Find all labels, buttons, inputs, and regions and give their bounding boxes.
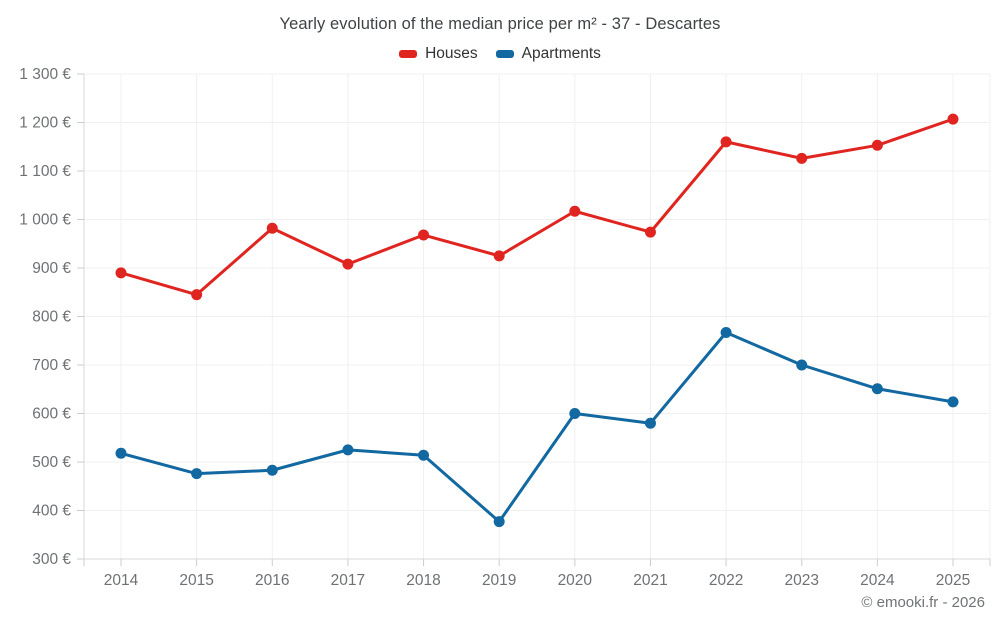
legend-label-houses: Houses [425, 45, 478, 62]
data-point-houses-2019[interactable]: 2019 — Houses: 925 € [493, 250, 505, 262]
axis-ticks [77, 73, 991, 566]
y-axis-tick-label: 1 200 € [19, 115, 71, 132]
data-point-apartments-2015[interactable]: 2015 — Apartments: 476 € [191, 468, 203, 480]
data-point-houses-2018[interactable]: 2018 — Houses: 968 € [418, 229, 430, 241]
chart-legend: Houses Apartments [0, 45, 1000, 63]
data-point-apartments-2016[interactable]: 2016 — Apartments: 483 € [266, 464, 278, 476]
x-axis-tick-label: 2018 [406, 572, 440, 589]
data-point-houses-2023[interactable]: 2023 — Houses: 1126 € [796, 152, 808, 164]
data-point-apartments-2025[interactable]: 2025 — Apartments: 624 € [947, 396, 959, 408]
y-axis-tick-label: 800 € [32, 309, 71, 326]
series-line-apartments [119, 331, 955, 524]
x-axis-tick-label: 2014 [104, 572, 139, 589]
data-point-apartments-2019[interactable]: 2019 — Apartments: 377 € [493, 516, 505, 528]
y-axis-tick-label: 400 € [32, 503, 71, 520]
x-axis-tick-label: 2023 [784, 572, 818, 589]
axis-labels: 300 € 400 € 500 € 600 € 700 € 800 € 900 € 1 000… [19, 66, 970, 589]
legend-item-apartments[interactable]: Apartments [495, 45, 601, 63]
x-axis-tick-label: 2015 [179, 572, 213, 589]
data-point-apartments-2022[interactable]: 2022 — Apartments: 767 € [720, 327, 732, 339]
data-point-houses-2014[interactable]: 2014 — Houses: 890 € [115, 267, 127, 279]
data-point-apartments-2018[interactable]: 2018 — Apartments: 514 € [418, 449, 430, 461]
x-axis-tick-label: 2017 [331, 572, 365, 589]
data-point-houses-2024[interactable]: 2024 — Houses: 1153 € [871, 139, 883, 151]
chart-title: Yearly evolution of the median price per… [279, 15, 721, 33]
footer-credit: © emooki.fr - 2026 [861, 594, 985, 611]
data-point-houses-2025[interactable]: 2025 — Houses: 1207 € [947, 113, 959, 125]
x-axis-tick-label: 2016 [255, 572, 289, 589]
legend-item-houses[interactable]: Houses [399, 45, 478, 63]
data-point-houses-2021[interactable]: 2021 — Houses: 974 € [644, 226, 656, 238]
x-axis-tick-label: 2025 [936, 572, 970, 589]
data-point-houses-2015[interactable]: 2015 — Houses: 845 € [191, 289, 203, 301]
y-axis-tick-label: 900 € [32, 260, 71, 277]
x-axis-tick-label: 2024 [860, 572, 895, 589]
data-point-houses-2020[interactable]: 2020 — Houses: 1017 € [569, 205, 581, 217]
data-point-apartments-2017[interactable]: 2017 — Apartments: 525 € [342, 444, 354, 456]
data-point-apartments-2020[interactable]: 2020 — Apartments: 600 € [569, 408, 581, 419]
legend-swatch-apartments [495, 50, 514, 58]
y-axis-tick-label: 500 € [32, 454, 71, 471]
data-point-houses-2022[interactable]: 2022 — Houses: 1160 € [720, 136, 732, 148]
x-axis-tick-label: 2019 [482, 572, 516, 589]
legend-swatch-houses [399, 50, 418, 58]
x-axis-tick-label: 2021 [633, 572, 667, 589]
gridlines [84, 73, 991, 559]
data-point-apartments-2014[interactable]: 2014 — Apartments: 518 € [115, 447, 127, 459]
legend-label-apartments: Apartments [521, 45, 601, 62]
data-point-houses-2016[interactable]: 2016 — Houses: 982 € [266, 222, 278, 234]
y-axis-tick-label: 700 € [32, 357, 71, 374]
data-point-apartments-2024[interactable]: 2024 — Apartments: 651 € [871, 383, 883, 395]
series-group: 2014 — Houses: 890 € 2015 — Houses: 845 €… [115, 113, 959, 528]
y-axis-tick-label: 600 € [32, 406, 71, 423]
y-axis-tick-label: 300 € [32, 551, 71, 568]
data-point-houses-2017[interactable]: 2017 — Houses: 908 € [342, 258, 354, 270]
y-axis-tick-label: 1 000 € [19, 212, 71, 229]
data-point-apartments-2023[interactable]: 2023 — Apartments: 700 € [796, 359, 808, 371]
y-axis-tick-label: 1 300 € [19, 66, 71, 83]
series-line-houses [119, 117, 955, 297]
y-axis-tick-label: 1 100 € [19, 163, 71, 180]
x-axis-tick-label: 2022 [709, 572, 743, 589]
data-point-apartments-2021[interactable]: 2021 — Apartments: 580 € [644, 417, 656, 429]
x-axis-tick-label: 2020 [558, 572, 593, 589]
